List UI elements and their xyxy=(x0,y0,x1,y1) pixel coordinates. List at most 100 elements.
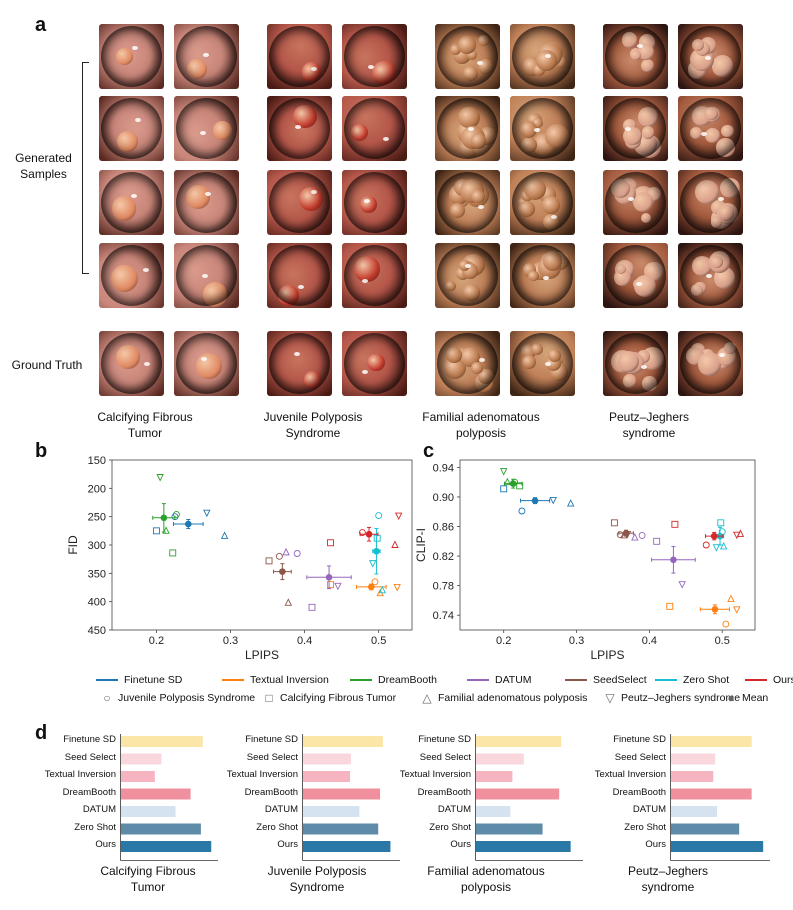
legend-method-entry: Finetune SD xyxy=(96,674,182,686)
bar-category-label: Seed Select xyxy=(64,751,116,763)
x-tick-label: 0.2 xyxy=(496,635,511,647)
bar-category-label: DATUM xyxy=(437,804,471,815)
data-point xyxy=(293,550,301,557)
bar-category-label: DATUM xyxy=(632,804,666,815)
data-point xyxy=(719,541,728,550)
y-tick-label: 0.82 xyxy=(433,551,454,563)
y-tick-label: 300 xyxy=(88,540,106,552)
plot-frame xyxy=(111,459,413,631)
data-point xyxy=(327,581,334,589)
data-point xyxy=(717,519,725,527)
data-point xyxy=(503,477,512,486)
mean-point xyxy=(670,556,677,564)
disease-column-title: Calcifying Fibrous Tumor xyxy=(97,410,193,440)
legend-swatch xyxy=(655,679,677,681)
bar xyxy=(121,753,162,765)
bar-chart-1 xyxy=(302,734,400,861)
bar-category-label: DreamBooth xyxy=(417,786,471,798)
y-tick-label: 200 xyxy=(88,483,106,495)
bar xyxy=(303,771,350,782)
y-tick-label: 0.78 xyxy=(433,581,454,593)
legend-label: Peutz–Jeghers syndrome xyxy=(621,692,741,704)
endoscopy-image xyxy=(678,170,743,235)
endoscopy-image xyxy=(510,243,575,308)
bar xyxy=(671,753,716,765)
legend-swatch xyxy=(565,679,587,681)
endoscopy-image xyxy=(435,170,500,235)
bar-category-label: Finetune SD xyxy=(63,734,116,745)
ground-truth-label: Ground Truth xyxy=(11,358,83,372)
data-point xyxy=(375,512,383,519)
endoscopy-image xyxy=(267,96,332,161)
mean-point xyxy=(160,514,168,522)
legend-swatch xyxy=(745,679,767,681)
bar xyxy=(121,823,201,835)
bar-category-label: Zero Shot xyxy=(624,821,666,833)
legend-label: Finetune SD xyxy=(124,674,183,686)
bar-chart-title: Peutz–Jeghers syndrome xyxy=(627,864,709,894)
endoscopy-image xyxy=(603,170,668,235)
bar-chart-title: Juvenile Polyposis Syndrome xyxy=(267,864,367,894)
generated-samples-label: Generated Samples xyxy=(15,151,72,182)
endoscopy-image xyxy=(174,96,239,161)
x-axis-label: LPIPS xyxy=(590,648,624,662)
mean-point xyxy=(710,532,718,540)
bar-chart-title: Calcifying Fibrous Tumor xyxy=(100,864,196,894)
bar-chart-title: Familial adenomatous polyposis xyxy=(427,864,545,894)
legend-marker-icon: ▽ xyxy=(605,691,615,705)
legend-method-entry: Zero Shot xyxy=(655,674,729,686)
legend-label: DATUM xyxy=(495,674,532,686)
bar-category-label: DATUM xyxy=(264,804,298,815)
clip-lpips-scatter-chart: 0.2 0.3 0.4 0.5 0.74 0.78 0.82 0.86 0.90 0.94 LPIP… xyxy=(415,459,756,662)
data-point xyxy=(631,533,639,541)
bar xyxy=(476,788,560,800)
x-tick-label: 0.3 xyxy=(223,635,238,647)
data-point xyxy=(275,552,283,560)
endoscopy-image xyxy=(678,24,743,89)
data-point xyxy=(702,541,710,549)
data-point xyxy=(518,507,526,515)
data-point xyxy=(334,582,342,591)
data-point xyxy=(327,539,334,547)
legend-marker-entry: ● Mean xyxy=(724,691,768,705)
data-point xyxy=(378,585,387,594)
bar-category-label: Seed Select xyxy=(246,751,298,763)
legend-method-entry: Textual Inversion xyxy=(222,674,329,686)
y-tick-label: 0.86 xyxy=(433,522,454,534)
bar xyxy=(303,823,379,835)
data-point xyxy=(678,581,686,589)
endoscopy-image xyxy=(174,24,239,89)
legend-method-entry: DATUM xyxy=(467,674,532,686)
fid-lpips-scatter-chart: 0.2 0.3 0.4 0.5 150 200 250 300 350 400 450 LPIPS FI… xyxy=(66,455,413,662)
data-point xyxy=(733,531,741,540)
data-point xyxy=(500,485,508,493)
bar-category-label: Seed Select xyxy=(419,751,471,763)
endoscopy-image xyxy=(99,170,164,235)
data-point xyxy=(373,534,381,542)
endoscopy-image xyxy=(342,96,407,161)
data-point xyxy=(610,519,618,527)
bar xyxy=(476,823,543,835)
legend-label: Juvenile Polyposis Syndrome xyxy=(118,692,256,704)
data-point xyxy=(393,583,401,592)
data-point xyxy=(722,620,730,628)
legend-label: Ours xyxy=(773,674,793,686)
bar xyxy=(303,753,351,765)
y-tick-label: 0.94 xyxy=(433,462,454,474)
data-point xyxy=(358,529,366,536)
y-tick-label: 350 xyxy=(88,568,106,580)
endoscopy-image xyxy=(174,331,239,396)
legend-label: DreamBooth xyxy=(378,674,437,686)
endoscopy-image xyxy=(603,331,668,396)
bar-category-label: DreamBooth xyxy=(62,786,116,798)
endoscopy-image xyxy=(435,96,500,161)
legend-swatch xyxy=(222,679,244,681)
mean-point xyxy=(373,547,380,555)
legend-method-entry: Ours xyxy=(745,674,793,686)
legend-marker-icon: △ xyxy=(422,691,432,705)
y-tick-label: 150 xyxy=(88,455,106,467)
y-axis-label: CLIP-I xyxy=(415,528,428,562)
endoscopy-image xyxy=(174,243,239,308)
endoscopy-image xyxy=(99,96,164,161)
legend-marker-icon: ○ xyxy=(103,691,111,705)
